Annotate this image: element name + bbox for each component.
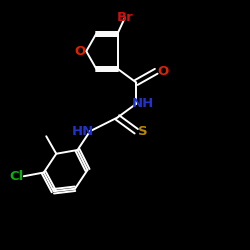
Text: S: S [138,125,147,138]
Text: O: O [74,45,86,58]
Text: O: O [157,65,168,78]
Text: Cl: Cl [9,170,24,183]
Text: HN: HN [72,125,94,138]
Text: Br: Br [116,11,134,24]
Text: NH: NH [132,97,154,110]
